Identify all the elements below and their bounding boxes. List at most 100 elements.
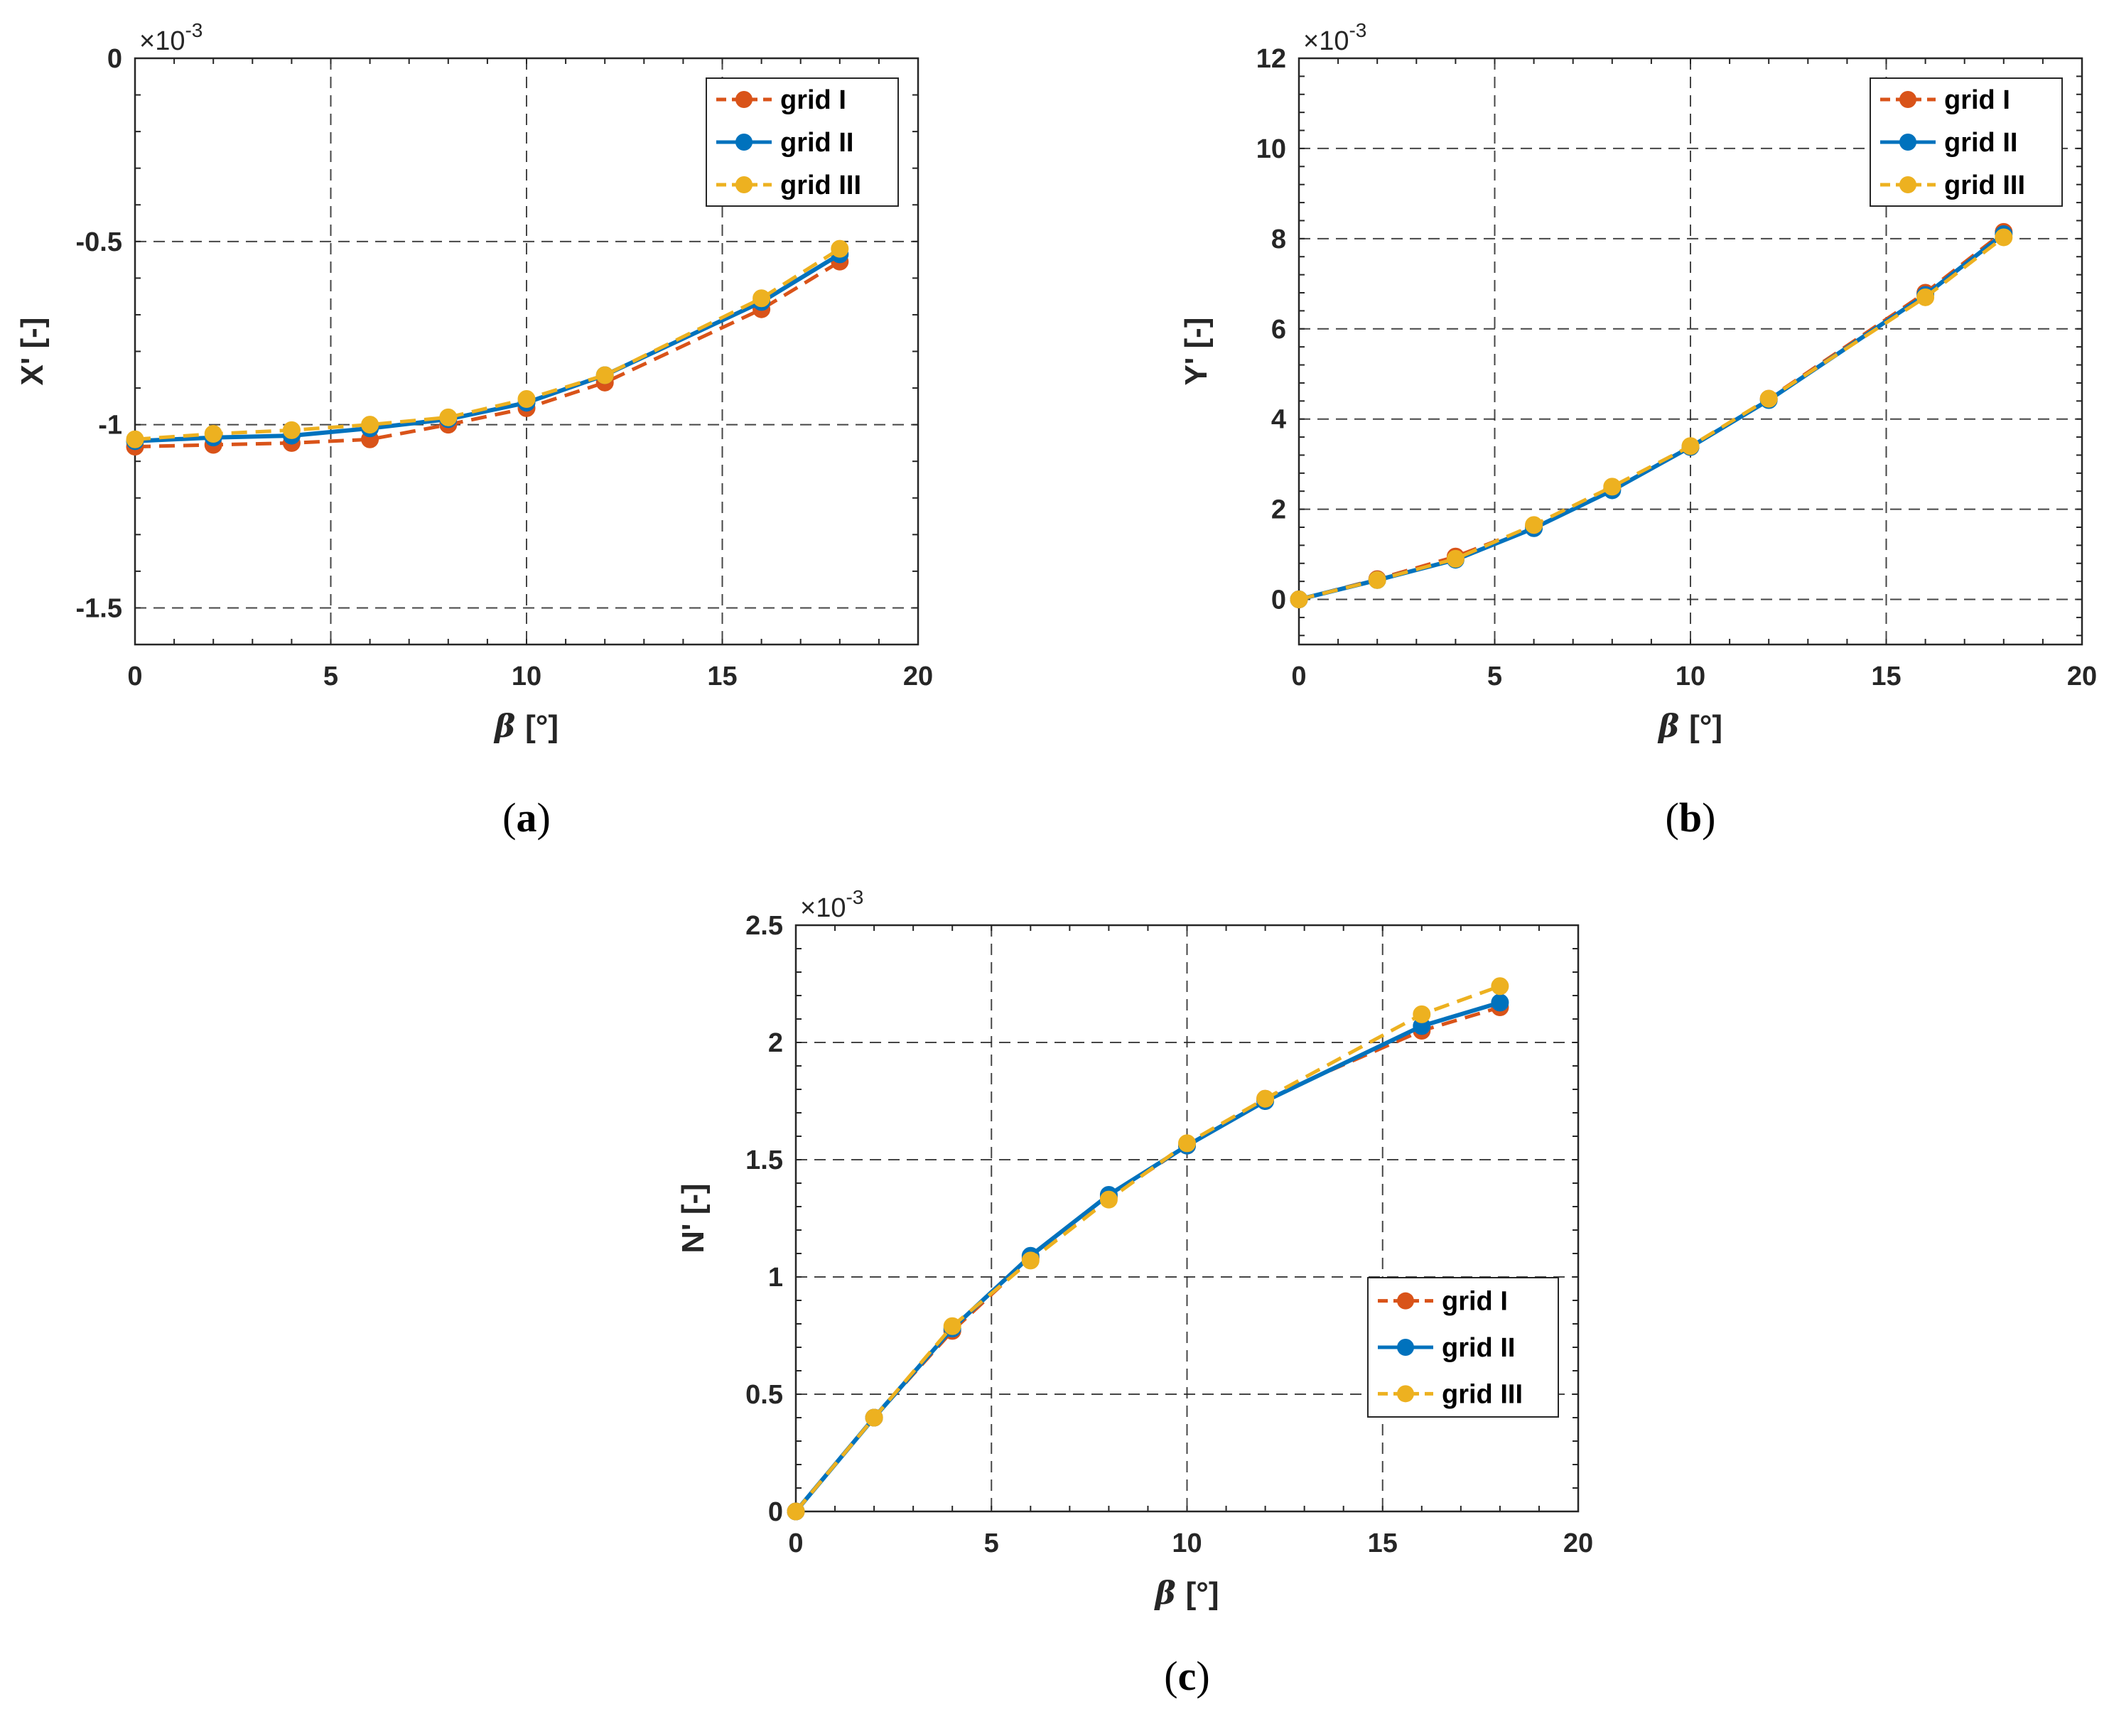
exponent-power: -3 [185, 19, 203, 41]
data-point [1368, 571, 1386, 589]
data-point [1525, 516, 1543, 534]
legend-label: grid I [780, 85, 846, 115]
x-tick-label: 20 [1563, 1529, 1593, 1558]
y-tick-label: -1 [98, 411, 122, 441]
axis-exponent: ×10-3 [800, 886, 863, 923]
data-point [1681, 437, 1700, 455]
x-tick-label: 20 [903, 662, 933, 691]
data-point [1759, 389, 1778, 408]
x-tick-label: 15 [707, 662, 737, 691]
legend-marker [735, 176, 753, 193]
y-axis-label: N' [-] [676, 1183, 711, 1253]
x-tick-label: 10 [1676, 662, 1705, 691]
legend-label: grid III [1442, 1379, 1523, 1409]
y-axis-label: X' [-] [15, 318, 50, 386]
y-tick-label: 0.5 [745, 1380, 783, 1410]
y-tick-label: 4 [1271, 405, 1286, 435]
data-point [831, 239, 849, 258]
series-line [134, 247, 841, 441]
x-tick-label: 15 [1368, 1529, 1398, 1558]
x-tick-label: 10 [512, 662, 541, 691]
exponent-power: -3 [846, 886, 863, 908]
caption: (c) [1164, 1653, 1209, 1699]
data-point [1099, 1190, 1118, 1209]
y-tick-label: -1.5 [76, 593, 122, 623]
x-tick-label: 15 [1871, 662, 1901, 691]
x-tick-label: 5 [984, 1529, 999, 1558]
caption: (a) [502, 794, 551, 841]
legend-label: grid II [780, 128, 853, 158]
exponent-base: ×10 [139, 26, 185, 56]
data-point [1916, 288, 1935, 306]
caption-paren: ) [1196, 1653, 1209, 1699]
legend: grid I grid II grid III [706, 77, 899, 207]
y-tick-label: 0 [768, 1497, 783, 1527]
data-point [943, 1317, 961, 1335]
x-tick-label: 20 [2067, 662, 2097, 691]
data-point [865, 1408, 883, 1427]
legend-marker [735, 134, 753, 151]
x-tick-label: 10 [1172, 1529, 1202, 1558]
legend-label: grid II [1944, 128, 2017, 158]
y-tick-label: 6 [1271, 315, 1286, 345]
caption-letter: b [1679, 794, 1702, 841]
tick-marks [1298, 58, 2083, 645]
data-point [282, 421, 301, 439]
data-point [1446, 549, 1465, 568]
legend-marker [1899, 91, 1916, 108]
x-axis-symbol: β [1153, 1575, 1175, 1612]
data-point [1256, 1089, 1275, 1108]
x-tick-label: 0 [788, 1529, 803, 1558]
legend-marker [1397, 1339, 1414, 1356]
x-tick-label: 5 [1487, 662, 1502, 691]
caption-paren: ) [537, 794, 551, 841]
y-tick-label: 8 [1271, 225, 1286, 254]
data-point [361, 416, 379, 434]
data-point [1491, 977, 1509, 996]
x-axis-label: β [°] [493, 708, 559, 745]
series-grid-iii [1290, 228, 2013, 609]
y-tick-label: 2 [1271, 495, 1286, 525]
data-point [126, 430, 144, 448]
series-line [1298, 235, 2005, 601]
y-tick-label: 10 [1256, 134, 1286, 164]
axis-exponent: ×10-3 [1303, 19, 1366, 56]
data-point [753, 289, 771, 308]
x-axis-label: β [°] [1153, 1575, 1219, 1612]
data-point [204, 425, 222, 443]
x-tick-label: 5 [323, 662, 338, 691]
x-axis-label: β [°] [1657, 708, 1722, 745]
caption-paren: ) [1702, 794, 1715, 841]
x-axis-unit: [°] [1689, 709, 1722, 744]
data-point [1603, 478, 1622, 496]
legend-label: grid II [1442, 1333, 1515, 1363]
x-axis-symbol: β [1657, 708, 1679, 745]
y-tick-label: -0.5 [76, 227, 122, 257]
chart-c: 0 5 10 15 20 0 0.5 1 1.5 2 2.5 ×10-3 β [°] N' [-] grid … [676, 886, 1593, 1699]
legend-label: grid III [780, 171, 861, 200]
series-grid-iii [126, 239, 849, 448]
legend-marker [735, 91, 753, 108]
caption-paren: ( [1164, 1653, 1177, 1699]
x-tick-label: 0 [127, 662, 142, 691]
caption-letter: c [1178, 1653, 1197, 1699]
exponent-base: ×10 [1303, 26, 1349, 56]
axis-exponent: ×10-3 [139, 19, 203, 56]
data-point [787, 1502, 805, 1521]
data-point [1290, 591, 1308, 609]
y-tick-label: 1 [768, 1263, 783, 1293]
y-tick-label: 0 [107, 44, 122, 74]
data-point [595, 366, 614, 384]
x-axis-symbol: β [493, 708, 515, 745]
y-tick-label: 12 [1256, 44, 1286, 74]
y-tick-label: 2 [768, 1028, 783, 1058]
y-tick-label: 1.5 [745, 1145, 783, 1175]
tick-marks [134, 58, 919, 645]
legend-marker [1397, 1385, 1414, 1403]
caption-letter: a [517, 794, 537, 841]
data-point [1413, 1005, 1431, 1023]
y-axis-label: Y' [-] [1179, 318, 1214, 386]
legend-label: grid I [1944, 85, 2010, 115]
